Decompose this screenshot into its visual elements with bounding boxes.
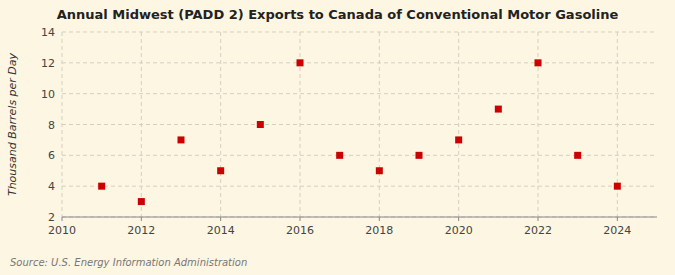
x-tick-label: 2010: [48, 224, 76, 237]
y-axis-label: Thousand Barrels per Day: [6, 52, 19, 196]
grid: [62, 32, 657, 217]
x-tick-label: 2020: [445, 224, 473, 237]
point: [98, 183, 105, 190]
x-tick-label: 2018: [365, 224, 393, 237]
y-tick-label: 14: [41, 26, 55, 39]
y-tick-label: 8: [48, 119, 55, 132]
x-tick: [220, 217, 221, 221]
point: [336, 152, 343, 159]
y-grid-line: [62, 62, 657, 63]
point: [178, 136, 185, 143]
y-tick-label: 6: [48, 149, 55, 162]
y-tick-label: 4: [48, 180, 55, 193]
y-tick-label: 10: [41, 88, 55, 101]
point: [376, 167, 383, 174]
y-tick-label: 12: [41, 57, 55, 70]
y-grid-line: [62, 32, 657, 33]
x-tick: [617, 217, 618, 221]
point: [138, 198, 145, 205]
x-grid-line: [220, 32, 221, 217]
ticks: 2010 2012 2014 2016 2018 2020 2022 2024 2 4 6 8 10 12…: [41, 26, 631, 237]
x-tick-label: 2016: [286, 224, 314, 237]
x-tick: [141, 217, 142, 221]
x-grid-line: [141, 32, 142, 217]
point: [574, 152, 581, 159]
x-grid-line: [458, 32, 459, 217]
point: [297, 59, 304, 66]
point: [257, 121, 264, 128]
y-grid-line: [62, 93, 657, 94]
chart: 2010 2012 2014 2016 2018 2020 2022 2024 2 4 6 8 10 12…: [0, 0, 675, 275]
points: [98, 59, 621, 205]
y-grid-line: [62, 186, 657, 187]
y-grid-line: [62, 155, 657, 156]
y-tick-label: 2: [48, 211, 55, 224]
x-tick: [300, 217, 301, 221]
x-tick: [538, 217, 539, 221]
point: [495, 106, 502, 113]
source: Source: U.S. Energy Information Administ…: [10, 257, 247, 268]
x-tick: [62, 217, 63, 221]
x-tick: [379, 217, 380, 221]
title: Annual Midwest (PADD 2) Exports to Canad…: [57, 7, 619, 22]
chart-container: 2010 2012 2014 2016 2018 2020 2022 2024 2 4 6 8 10 12…: [0, 0, 675, 275]
point: [614, 183, 621, 190]
x-tick: [458, 217, 459, 221]
x-tick-label: 2022: [524, 224, 552, 237]
point: [416, 152, 423, 159]
point: [217, 167, 224, 174]
x-axis-line: [62, 217, 657, 218]
x-grid-line: [62, 32, 63, 217]
point: [535, 59, 542, 66]
x-tick-label: 2012: [127, 224, 155, 237]
x-tick-label: 2014: [207, 224, 235, 237]
point: [455, 136, 462, 143]
x-grid-line: [379, 32, 380, 217]
x-tick-label: 2024: [603, 224, 631, 237]
y-grid-line: [62, 124, 657, 125]
y-grid-line: [62, 217, 657, 218]
background: [0, 0, 675, 275]
